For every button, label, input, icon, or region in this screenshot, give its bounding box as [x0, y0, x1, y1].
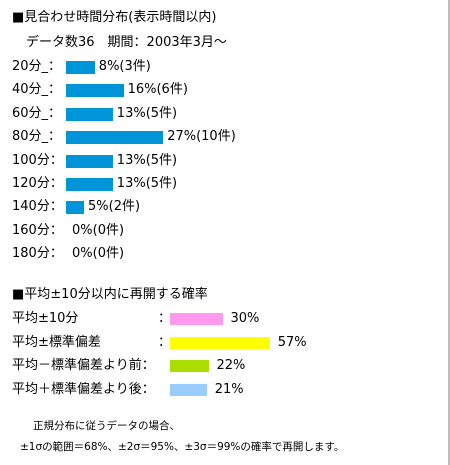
category-label: 120分： [12, 176, 63, 191]
category-label: 平均±標準偏差 [12, 334, 101, 350]
footnote-line1: 正規分布に従うデータの場合、 [33, 420, 180, 432]
value-label: 5%(2件) [88, 199, 141, 215]
value-label: 22% [216, 358, 246, 373]
value-label: 13%(5件) [116, 105, 178, 121]
value-label: 30% [230, 311, 260, 326]
value-label: 8%(3件) [98, 59, 151, 74]
category-label: 平均±10分 [12, 311, 79, 326]
footnote-line2: ±1σの範囲＝68%、±2σ＝95%、±3σ＝99%の確率で再開します。 [20, 441, 345, 453]
category-label: 180分： [12, 246, 63, 262]
value-label: 57% [277, 334, 307, 350]
value-label: 13%(5件) [116, 152, 178, 168]
value-label: 0%(0件) [72, 222, 125, 238]
bar [66, 154, 113, 168]
category-label: 140分： [12, 199, 63, 215]
chart2-title: ■平均±10分以内に再開する確率 [12, 287, 208, 302]
category-label: 80分_： [12, 129, 62, 145]
value-label: 13%(5件) [116, 176, 178, 191]
category-label: 160分： [12, 222, 63, 238]
bar [66, 178, 113, 191]
value-label: 21% [214, 381, 244, 397]
category-label: 40分_： [12, 82, 62, 98]
category-label: 100分： [12, 152, 63, 168]
category-label: 60分_： [12, 105, 62, 121]
right-border [448, 0, 450, 465]
bar [66, 84, 124, 98]
category-label: 平均＋標準偏差より後： [12, 381, 155, 397]
value-label: 16%(6件) [127, 82, 188, 98]
category-colon: ： [158, 334, 172, 350]
chart1-title: ■見合わせ時間分布(表示時間以内) [12, 10, 217, 25]
bar [170, 313, 223, 325]
bar [66, 107, 113, 121]
category-label: 20分_： [12, 59, 62, 74]
bar [170, 360, 209, 372]
category-colon: ： [158, 311, 172, 326]
bar [66, 61, 95, 74]
bar [66, 201, 84, 215]
value-label: 0%(0件) [72, 246, 125, 262]
bar [170, 336, 270, 349]
bar [170, 383, 207, 396]
category-label: 平均－標準偏差より前： [12, 358, 155, 373]
chart1-subtitle: データ数36 期間：2003年3月～ [26, 35, 227, 50]
bar [66, 131, 164, 145]
value-label: 27%(10件) [167, 129, 236, 145]
